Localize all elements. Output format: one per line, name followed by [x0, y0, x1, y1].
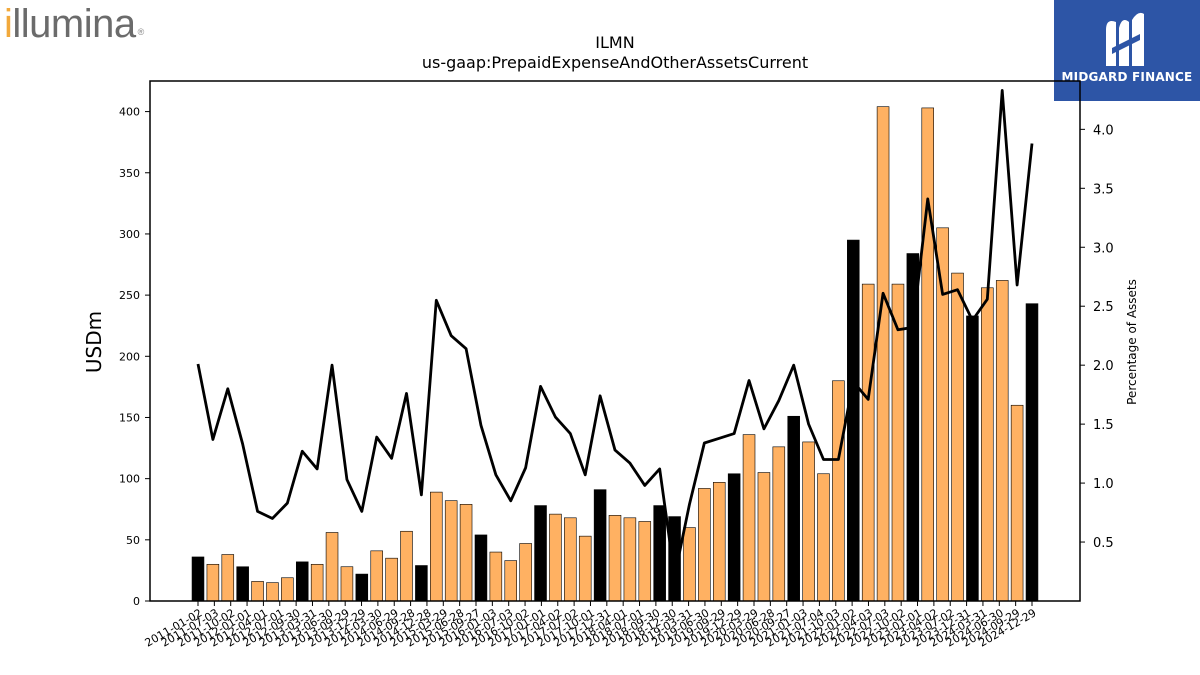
bar — [698, 488, 711, 602]
y-tick-label: 50 — [126, 534, 140, 547]
bar — [757, 472, 771, 602]
axes-group: 0 50 100 150 200 250 300 350 400 0.5 1.0 1.5 2.0 2.5 3… — [119, 80, 1114, 650]
bar — [608, 515, 622, 602]
bar — [415, 565, 428, 602]
midgard-logo-icon — [1106, 12, 1144, 66]
bar — [400, 530, 413, 602]
line-group — [196, 89, 1034, 578]
bar — [995, 280, 1009, 602]
y-tick-label: 300 — [119, 228, 140, 241]
bar — [787, 415, 800, 602]
y-tick-label: 400 — [119, 106, 140, 119]
bar — [906, 253, 920, 602]
illumina-logo: illumina ® — [4, 2, 144, 46]
bar — [1025, 303, 1039, 602]
bar — [891, 283, 905, 602]
y-tick-label: 150 — [119, 411, 140, 424]
bar — [549, 513, 562, 602]
y-right-tick-label: 0.5 — [1093, 536, 1114, 551]
bar — [489, 551, 503, 602]
y-axis-right-label: Percentage of Assets — [1125, 279, 1139, 405]
y-right-tick-label: 3.0 — [1093, 241, 1114, 256]
bar — [861, 283, 875, 602]
y-right-tick-label: 1.5 — [1093, 418, 1114, 433]
bar — [936, 227, 949, 602]
bar — [832, 380, 845, 602]
bar — [459, 504, 473, 602]
y-tick-label: 250 — [119, 289, 140, 302]
y-right-tick-label: 2.5 — [1093, 300, 1114, 315]
bar-group — [191, 106, 1039, 602]
bar — [310, 563, 324, 602]
bar — [370, 550, 383, 602]
bar — [1010, 404, 1024, 602]
bar — [772, 446, 786, 602]
midgard-wordmark: MIDGARD FINANCE — [1061, 70, 1193, 84]
bar — [951, 272, 964, 602]
bar — [266, 582, 279, 602]
bar — [727, 473, 741, 602]
y-right-tick-label: 2.0 — [1093, 359, 1114, 374]
series-line — [196, 89, 1034, 578]
y-right-tick-label: 3.5 — [1093, 182, 1114, 197]
bar — [430, 491, 443, 602]
bar — [504, 560, 518, 602]
bar — [385, 557, 398, 602]
midgard-finance-logo: MIDGARD FINANCE — [1054, 0, 1200, 101]
bar — [802, 441, 815, 602]
y-right-tick-label: 4.0 — [1093, 123, 1114, 138]
plot-frame — [149, 80, 1081, 602]
bar — [519, 543, 532, 602]
y-right-tick-label: 1.0 — [1093, 477, 1114, 492]
y-tick-label: 100 — [119, 473, 140, 486]
bar — [564, 517, 577, 602]
bar — [817, 473, 830, 602]
chart-title: ILMN — [595, 33, 634, 52]
bar — [325, 532, 339, 602]
bar — [683, 527, 696, 602]
chart-subtitle: us-gaap:PrepaidExpenseAndOtherAssetsCurr… — [422, 53, 808, 72]
bar — [578, 535, 592, 602]
bar — [638, 521, 652, 602]
y-tick-label: 0 — [133, 595, 140, 608]
bar — [966, 315, 979, 602]
bar — [847, 239, 860, 602]
bar — [251, 581, 264, 602]
bar — [206, 563, 220, 602]
y-axis-label: USDm — [82, 311, 106, 373]
bar — [534, 505, 547, 602]
bar — [712, 482, 726, 602]
bar — [444, 500, 458, 602]
bar — [653, 505, 666, 602]
bar — [876, 106, 890, 602]
bar — [236, 566, 249, 602]
bar — [221, 554, 235, 602]
bar — [623, 517, 637, 602]
bar — [355, 573, 369, 602]
y-tick-label: 350 — [119, 167, 140, 180]
bar — [742, 434, 756, 602]
bar — [921, 107, 934, 602]
bar — [981, 287, 994, 602]
bar — [340, 566, 354, 602]
y-tick-label: 200 — [119, 350, 140, 363]
bar — [295, 561, 309, 602]
bar — [593, 489, 607, 602]
bar — [474, 534, 488, 602]
bar — [191, 556, 205, 602]
bar — [281, 577, 294, 602]
